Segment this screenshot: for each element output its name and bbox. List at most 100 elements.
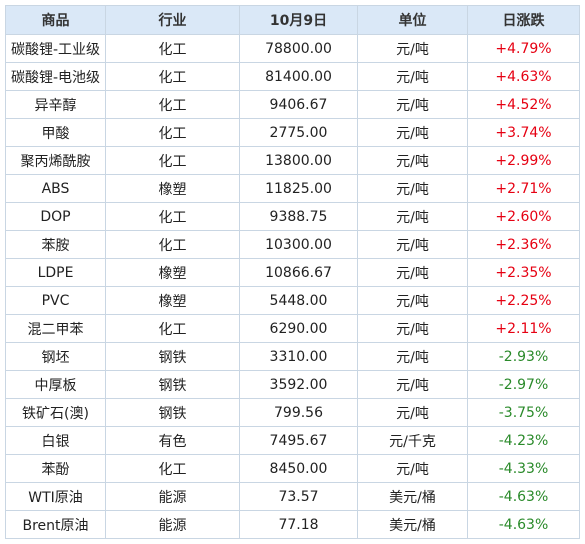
unit-cell: 元/吨 xyxy=(357,202,468,231)
unit-cell: 元/吨 xyxy=(357,370,468,399)
unit-cell: 元/吨 xyxy=(357,314,468,343)
price-cell: 9388.75 xyxy=(239,202,358,231)
table-row: 铁矿石(澳) 钢铁 799.56 元/吨 -3.75% xyxy=(5,398,580,427)
industry-cell: 能源 xyxy=(105,510,240,539)
table-row: 异辛醇 化工 9406.67 元/吨 +4.52% xyxy=(5,90,580,119)
daily-change-cell: +2.25% xyxy=(467,286,580,315)
table-row: 碳酸锂-电池级 化工 81400.00 元/吨 +4.63% xyxy=(5,62,580,91)
daily-change-cell: +2.35% xyxy=(467,258,580,287)
industry-cell: 化工 xyxy=(105,230,240,259)
commodity-cell: WTI原油 xyxy=(5,482,106,511)
table-header: 商品 行业 10月9日 单位 日涨跌 xyxy=(5,5,580,35)
header-price-date: 10月9日 xyxy=(239,5,358,35)
unit-cell: 美元/桶 xyxy=(357,510,468,539)
industry-cell: 化工 xyxy=(105,62,240,91)
industry-cell: 化工 xyxy=(105,118,240,147)
industry-cell: 钢铁 xyxy=(105,342,240,371)
header-commodity: 商品 xyxy=(5,5,106,35)
commodity-cell: 苯胺 xyxy=(5,230,106,259)
price-cell: 799.56 xyxy=(239,398,358,427)
commodity-cell: 中厚板 xyxy=(5,370,106,399)
unit-cell: 元/吨 xyxy=(357,34,468,63)
commodity-cell: 碳酸锂-电池级 xyxy=(5,62,106,91)
price-cell: 73.57 xyxy=(239,482,358,511)
daily-change-cell: -4.33% xyxy=(467,454,580,483)
commodity-cell: 异辛醇 xyxy=(5,90,106,119)
price-cell: 7495.67 xyxy=(239,426,358,455)
table-row: 苯酚 化工 8450.00 元/吨 -4.33% xyxy=(5,454,580,483)
table-row: 中厚板 钢铁 3592.00 元/吨 -2.97% xyxy=(5,370,580,399)
price-change-table-container: 商品 行业 10月9日 单位 日涨跌 碳酸锂-工业级 化工 78800.00 元/吨 +… xyxy=(5,5,580,539)
industry-cell: 化工 xyxy=(105,34,240,63)
header-industry: 行业 xyxy=(105,5,240,35)
daily-change-cell: +4.79% xyxy=(467,34,580,63)
price-cell: 3310.00 xyxy=(239,342,358,371)
unit-cell: 元/吨 xyxy=(357,62,468,91)
header-unit: 单位 xyxy=(357,5,468,35)
table-row: 甲酸 化工 2775.00 元/吨 +3.74% xyxy=(5,118,580,147)
table-row: 白银 有色 7495.67 元/千克 -4.23% xyxy=(5,426,580,455)
table-row: DOP 化工 9388.75 元/吨 +2.60% xyxy=(5,202,580,231)
industry-cell: 钢铁 xyxy=(105,370,240,399)
header-row: 商品 行业 10月9日 单位 日涨跌 xyxy=(5,5,580,35)
industry-cell: 化工 xyxy=(105,90,240,119)
price-cell: 10300.00 xyxy=(239,230,358,259)
commodity-cell: 白银 xyxy=(5,426,106,455)
daily-change-cell: +2.99% xyxy=(467,146,580,175)
industry-cell: 有色 xyxy=(105,426,240,455)
price-cell: 81400.00 xyxy=(239,62,358,91)
commodity-cell: 甲酸 xyxy=(5,118,106,147)
daily-change-cell: +2.60% xyxy=(467,202,580,231)
unit-cell: 美元/桶 xyxy=(357,482,468,511)
price-cell: 10866.67 xyxy=(239,258,358,287)
industry-cell: 钢铁 xyxy=(105,398,240,427)
unit-cell: 元/吨 xyxy=(357,90,468,119)
table-row: PVC 橡塑 5448.00 元/吨 +2.25% xyxy=(5,286,580,315)
daily-change-cell: +2.36% xyxy=(467,230,580,259)
industry-cell: 化工 xyxy=(105,454,240,483)
table-row: 苯胺 化工 10300.00 元/吨 +2.36% xyxy=(5,230,580,259)
unit-cell: 元/吨 xyxy=(357,258,468,287)
table-row: WTI原油 能源 73.57 美元/桶 -4.63% xyxy=(5,482,580,511)
commodity-cell: DOP xyxy=(5,202,106,231)
table-row: 钢坯 钢铁 3310.00 元/吨 -2.93% xyxy=(5,342,580,371)
unit-cell: 元/吨 xyxy=(357,174,468,203)
price-cell: 78800.00 xyxy=(239,34,358,63)
daily-change-cell: -2.93% xyxy=(467,342,580,371)
daily-change-cell: -2.97% xyxy=(467,370,580,399)
daily-change-cell: -4.63% xyxy=(467,482,580,511)
unit-cell: 元/吨 xyxy=(357,454,468,483)
unit-cell: 元/吨 xyxy=(357,118,468,147)
industry-cell: 橡塑 xyxy=(105,258,240,287)
commodity-cell: 苯酚 xyxy=(5,454,106,483)
price-cell: 8450.00 xyxy=(239,454,358,483)
price-cell: 9406.67 xyxy=(239,90,358,119)
unit-cell: 元/吨 xyxy=(357,398,468,427)
price-cell: 13800.00 xyxy=(239,146,358,175)
industry-cell: 化工 xyxy=(105,202,240,231)
industry-cell: 化工 xyxy=(105,146,240,175)
daily-change-cell: +3.74% xyxy=(467,118,580,147)
table-row: 聚丙烯酰胺 化工 13800.00 元/吨 +2.99% xyxy=(5,146,580,175)
unit-cell: 元/吨 xyxy=(357,230,468,259)
commodity-cell: 钢坯 xyxy=(5,342,106,371)
table-row: ABS 橡塑 11825.00 元/吨 +2.71% xyxy=(5,174,580,203)
header-daily-change: 日涨跌 xyxy=(467,5,580,35)
table-row: 碳酸锂-工业级 化工 78800.00 元/吨 +4.79% xyxy=(5,34,580,63)
commodity-cell: LDPE xyxy=(5,258,106,287)
unit-cell: 元/吨 xyxy=(357,286,468,315)
daily-change-cell: +4.63% xyxy=(467,62,580,91)
price-cell: 5448.00 xyxy=(239,286,358,315)
price-cell: 6290.00 xyxy=(239,314,358,343)
table-row: LDPE 橡塑 10866.67 元/吨 +2.35% xyxy=(5,258,580,287)
commodity-cell: 混二甲苯 xyxy=(5,314,106,343)
table-body: 碳酸锂-工业级 化工 78800.00 元/吨 +4.79% 碳酸锂-电池级 化工 81400… xyxy=(5,34,580,539)
industry-cell: 橡塑 xyxy=(105,286,240,315)
daily-change-cell: -3.75% xyxy=(467,398,580,427)
commodity-cell: Brent原油 xyxy=(5,510,106,539)
daily-change-cell: -4.23% xyxy=(467,426,580,455)
price-change-table: 商品 行业 10月9日 单位 日涨跌 碳酸锂-工业级 化工 78800.00 元/吨 +… xyxy=(5,5,580,539)
price-cell: 11825.00 xyxy=(239,174,358,203)
unit-cell: 元/千克 xyxy=(357,426,468,455)
unit-cell: 元/吨 xyxy=(357,146,468,175)
